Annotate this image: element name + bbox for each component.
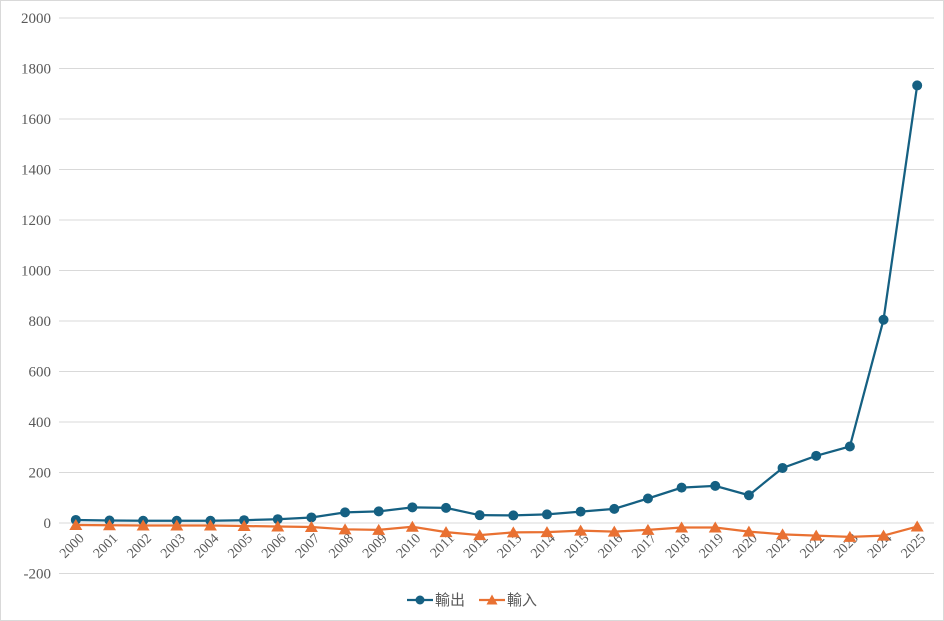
legend-label-imports: 輸入 [507,592,538,609]
data-point-circle-marker [609,503,620,514]
y-axis-tick-label: 1000 [21,264,51,280]
data-point-triangle-marker [203,519,217,531]
series-line-triangle [75,523,918,539]
data-point-circle-marker [508,510,519,521]
data-point-circle-marker [541,509,552,520]
data-point-circle-marker [474,510,485,521]
y-axis-tick-label: 1800 [21,62,51,78]
data-point-circle-marker [878,314,889,325]
data-point-triangle-marker [405,520,419,532]
data-point-circle-marker [272,514,283,525]
data-point-circle-marker [306,512,317,523]
data-point-triangle-marker [338,523,352,535]
data-point-triangle-marker [843,530,857,542]
data-point-triangle-marker [69,519,83,531]
x-axis-tick-label: 2000 [57,531,87,561]
data-point-circle-marker [743,490,754,501]
y-axis-tick-label: 200 [29,466,52,482]
data-point-triangle-marker [742,525,756,537]
data-point-circle-marker [575,506,586,517]
x-axis-tick-label: 2004 [192,531,222,561]
x-axis-tick-label: 2010 [394,531,424,561]
data-point-triangle-marker [540,526,554,538]
x-axis-tick-label: 2005 [226,531,256,561]
data-point-triangle-marker [271,520,285,532]
data-point-circle-marker [844,441,855,452]
data-point-triangle-marker [809,529,823,541]
data-point-triangle-marker [910,520,924,532]
data-point-circle-marker [912,80,923,91]
x-axis-tick-label: 2015 [562,531,592,561]
data-point-triangle-marker [170,519,184,531]
chart-legend: 輸出 輸入 [1,589,943,610]
legend-item-exports: 輸出 [406,589,465,610]
x-axis-tick-label: 2019 [697,531,727,561]
data-point-circle-marker [407,502,418,513]
x-axis-tick-label: 2025 [899,531,929,561]
x-axis-tick-label: 2009 [360,531,390,561]
data-point-triangle-marker [641,523,655,535]
x-axis-tick-label: 2018 [663,531,693,561]
data-point-circle-marker [340,507,351,518]
imports-line-triangle-marker-icon [479,594,505,604]
data-point-triangle-marker [372,523,386,535]
x-axis-tick-label: 2017 [629,531,659,561]
y-axis-tick-label: 600 [29,365,52,381]
series-line-circle [75,85,919,522]
legend-item-imports: 輸入 [479,589,537,610]
data-point-circle-marker [676,482,687,493]
data-point-circle-marker [710,480,721,491]
data-point-triangle-marker [102,519,116,531]
data-point-circle-marker [642,493,653,504]
x-axis-tick-label: 2002 [125,531,155,561]
y-axis-tick-label: 800 [29,314,52,330]
y-axis-tick-label: 1600 [21,112,51,128]
data-point-triangle-marker [675,521,689,533]
x-axis-tick-label: 2003 [158,531,188,561]
y-axis-tick-label: -200 [24,567,52,583]
y-axis-tick-label: 2000 [21,11,51,27]
legend-label-exports: 輸出 [434,592,465,609]
data-point-triangle-marker [237,520,251,532]
y-axis-tick-label: 0 [44,516,52,532]
data-point-triangle-marker [473,529,487,541]
data-point-triangle-marker [776,528,790,540]
y-axis-tick-label: 1200 [21,213,51,229]
data-point-triangle-marker [877,529,891,541]
exports-line-circle-marker-icon [406,595,433,604]
data-point-circle-marker [373,506,384,517]
data-point-triangle-marker [574,524,588,536]
data-point-circle-marker [811,450,822,461]
data-point-triangle-marker [506,526,520,538]
y-axis-tick-label: 1400 [21,163,51,179]
y-axis-tick-label: 400 [29,415,52,431]
data-point-circle-marker [777,462,788,473]
data-point-triangle-marker [136,519,150,531]
x-axis-tick-label: 2008 [326,531,356,561]
data-point-triangle-marker [607,525,621,537]
data-point-triangle-marker [439,526,453,538]
x-axis-tick-label: 2006 [259,531,289,561]
data-point-triangle-marker [708,521,722,533]
data-point-circle-marker [441,502,452,513]
x-axis-tick-label: 2001 [91,531,121,561]
x-axis-tick-label: 2007 [293,531,323,561]
data-point-triangle-marker [304,521,318,533]
